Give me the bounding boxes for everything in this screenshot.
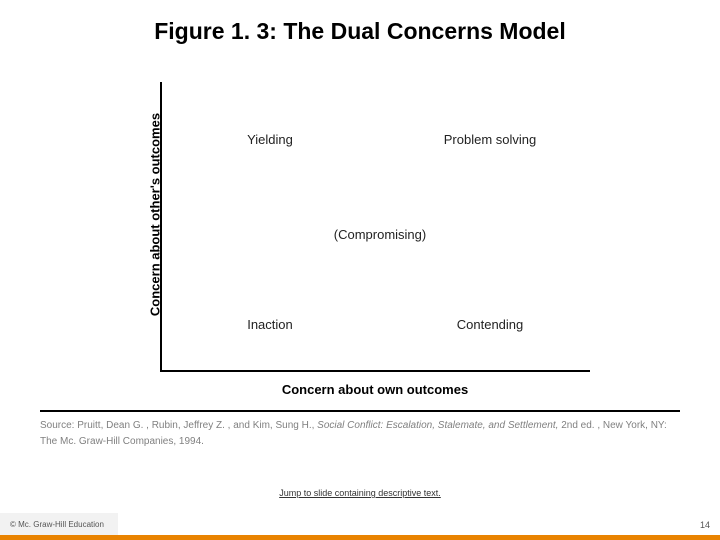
jump-to-descriptive-text-link[interactable]: Jump to slide containing descriptive tex…	[0, 488, 720, 498]
source-citation: Source: Pruitt, Dean G. , Rubin, Jeffrey…	[40, 418, 680, 450]
quadrant-label-contending: Contending	[430, 317, 550, 333]
quadrant-label-yielding: Yielding	[210, 132, 330, 148]
slide-title: Figure 1. 3: The Dual Concerns Model	[0, 18, 720, 45]
copyright-text: © Mc. Graw-Hill Education	[10, 520, 104, 529]
page-number: 14	[700, 520, 710, 530]
source-title-italic: Social Conflict: Escalation, Stalemate, …	[317, 420, 558, 431]
slide: Figure 1. 3: The Dual Concerns Model Con…	[0, 0, 720, 540]
quadrant-label-problem-solving: Problem solving	[430, 132, 550, 148]
copyright-box: © Mc. Graw-Hill Education	[0, 513, 118, 535]
quadrant-label-compromising: (Compromising)	[310, 227, 450, 243]
source-prefix: Source: Pruitt, Dean G. , Rubin, Jeffrey…	[40, 420, 317, 431]
y-axis-label: Concern about other's outcomes	[148, 70, 163, 360]
footer-accent-bar	[0, 535, 720, 540]
x-axis	[160, 370, 590, 372]
quadrant-label-inaction: Inaction	[210, 317, 330, 333]
dual-concerns-chart: Concern about other's outcomes Concern a…	[110, 82, 600, 372]
x-axis-label: Concern about own outcomes	[160, 382, 590, 397]
divider-line	[40, 410, 680, 412]
